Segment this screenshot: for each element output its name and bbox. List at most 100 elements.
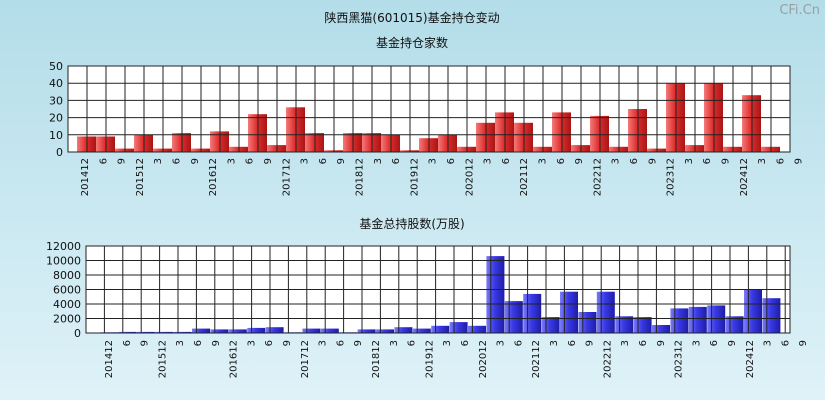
chart1-xtick-label: 9 (647, 158, 658, 164)
chart2-bar (412, 328, 431, 333)
chart1-xtick-label: 3 (226, 158, 237, 164)
chart1-xtick-label: 9 (794, 158, 805, 164)
chart1-xtick-label: 3 (373, 158, 384, 164)
chart2-bar (578, 312, 597, 333)
chart1-xtick-label: 201812 (355, 158, 366, 196)
plot-border-1 (67, 65, 791, 153)
chart1-xtick-label: 201412 (80, 158, 91, 196)
chart2-bar (357, 329, 376, 333)
chart1-xtick-label: 3 (483, 158, 494, 164)
chart2-xtick-label: 6 (193, 340, 204, 346)
chart2-xtick-label: 202312 (674, 340, 685, 378)
plot-border-2 (85, 245, 791, 334)
chart1-xtick-label: 6 (318, 158, 329, 164)
chart2-bar (744, 289, 762, 333)
chart1-xtick-label: 3 (611, 158, 622, 164)
chart1-ytick-label: 10 (49, 129, 63, 142)
chart2-xtick-label: 6 (513, 340, 524, 346)
chart2-xtick-label: 9 (140, 340, 151, 346)
chart2-xtick-label: 6 (460, 340, 471, 346)
chart1-xtick-label: 9 (574, 158, 585, 164)
chart2-xtick-label: 9 (211, 340, 222, 346)
chart2-bar (394, 327, 413, 333)
chart1-xtick-label: 9 (721, 158, 732, 164)
chart2-ytick-label: 10000 (46, 255, 81, 268)
chart1-xtick-label: 9 (336, 158, 347, 164)
chart2-bar (504, 301, 523, 333)
chart2-xtick-label: 3 (442, 340, 453, 346)
chart1-xtick-label: 6 (775, 158, 786, 164)
chart2-xtick-label: 3 (763, 340, 774, 346)
chart2-xtick-label: 201512 (157, 340, 168, 378)
chart2-xtick-label: 3 (620, 340, 631, 346)
chart2-xtick-label: 3 (389, 340, 400, 346)
chart2-xtick-label: 3 (549, 340, 560, 346)
chart1-ytick-label: 30 (49, 94, 63, 107)
chart1-xtick-label: 9 (117, 158, 128, 164)
chart2-xtick-label: 9 (585, 340, 596, 346)
chart2-xtick-label: 201612 (229, 340, 240, 378)
chart2-bar (670, 308, 689, 333)
chart2-xtick-label: 3 (691, 340, 702, 346)
chart2-bar (449, 322, 468, 333)
page-title: 陕西黑猫(601015)基金持仓变动 (324, 10, 499, 25)
chart2-bar (228, 329, 247, 333)
chart2-ytick-label: 4000 (53, 298, 81, 311)
chart2-ytick-label: 6000 (53, 284, 81, 297)
chart1-xtick-label: 6 (245, 158, 256, 164)
chart2-xtick-label: 3 (496, 340, 507, 346)
chart2-xtick-label: 6 (567, 340, 578, 346)
watermark: CFi.Cn (779, 3, 820, 18)
chart2-bar (265, 327, 284, 333)
chart2-xtick-label: 3 (246, 340, 257, 346)
chart2-xtick-label: 202212 (602, 340, 613, 378)
chart1-xtick-label: 6 (501, 158, 512, 164)
chart1-xtick-label: 6 (446, 158, 457, 164)
chart1-xtick-label: 9 (190, 158, 201, 164)
chart1-xtick-label: 202112 (519, 158, 530, 196)
chart1-xtick-label: 202012 (464, 158, 475, 196)
chart2-ytick-label: 0 (74, 327, 81, 340)
chart2-bar (118, 331, 137, 333)
chart2-bar (652, 325, 670, 333)
chart2-xtick-label: 9 (656, 340, 667, 346)
chart1-xtick-label: 202212 (592, 158, 603, 196)
chart1-xtick-label: 3 (684, 158, 695, 164)
chart2-xtick-label: 6 (122, 340, 133, 346)
chart2-xtick-label: 6 (264, 340, 275, 346)
chart2-xtick-label: 9 (282, 340, 293, 346)
chart1-xtick-label: 6 (172, 158, 183, 164)
chart2-xtick-label: 202012 (478, 340, 489, 378)
chart2-bar (560, 291, 578, 333)
chart2-bar (633, 317, 652, 333)
chart1-xtick-label: 6 (629, 158, 640, 164)
chart2-ytick-label: 12000 (46, 240, 81, 253)
chart1-title: 基金持仓家数 (376, 35, 448, 50)
chart2-bar (688, 306, 707, 333)
chart2-xtick-label: 202112 (531, 340, 542, 378)
chart2-bar (302, 328, 321, 333)
chart2-xtick-label: 9 (353, 340, 364, 346)
chart2-xtick-label: 202412 (745, 340, 756, 378)
chart2-xtick-label: 3 (175, 340, 186, 346)
chart2-xtick-label: 9 (798, 340, 809, 346)
chart2-bar (320, 328, 339, 333)
chart1-xtick-label: 201712 (281, 158, 292, 196)
chart1-xtick-label: 6 (702, 158, 713, 164)
chart2-bar (376, 329, 394, 333)
chart1-xtick-label: 3 (153, 158, 164, 164)
chart1-ytick-label: 40 (49, 77, 63, 90)
chart2-bar (596, 291, 615, 333)
chart2-bar (136, 331, 155, 333)
chart1-xtick-label: 202312 (666, 158, 677, 196)
chart1-xtick-label: 6 (98, 158, 109, 164)
chart2-xtick-label: 6 (407, 340, 418, 346)
chart2-xtick-label: 3 (318, 340, 329, 346)
chart2-xtick-label: 201412 (104, 340, 115, 378)
chart2-ytick-label: 2000 (53, 313, 81, 326)
chart2-bar (523, 293, 542, 333)
chart1-xtick-label: 201612 (208, 158, 219, 196)
chart2-xtick-label: 6 (780, 340, 791, 346)
